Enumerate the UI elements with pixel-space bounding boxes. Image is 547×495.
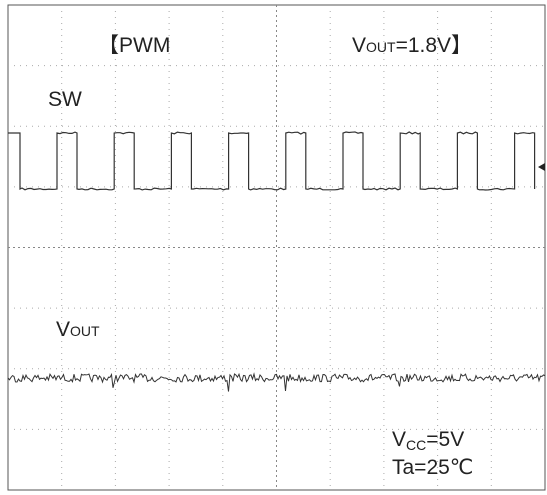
waveforms <box>7 131 546 392</box>
vout-waveform <box>7 372 546 392</box>
trigger-marker <box>538 163 545 171</box>
sw-label: SW <box>48 88 82 111</box>
grid <box>8 5 545 490</box>
vout-label: VOUT <box>56 318 100 341</box>
temperature-condition: Ta=25℃ <box>392 456 473 479</box>
vcc-condition: VCC=5V <box>392 428 464 453</box>
mode-label: 【PWM <box>98 34 170 57</box>
sw-waveform <box>8 131 536 191</box>
vout-setting: VOUT=1.8V】 <box>352 34 472 57</box>
